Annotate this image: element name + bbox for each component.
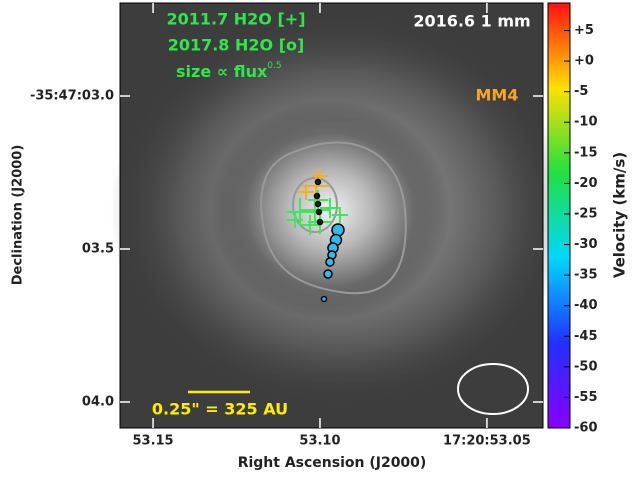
- maser-circle: [321, 297, 326, 302]
- chart: 2011.7 H2O [+] 2017.8 H2O [o] size ∝ flu…: [0, 0, 632, 474]
- colorbar-tick-label: -55: [574, 390, 598, 405]
- colorbar-tick-label: -10: [574, 115, 598, 130]
- annotation: 2016.6 1 mm: [413, 12, 530, 31]
- maser-circle: [314, 194, 319, 199]
- colorbar-tick-label: -40: [574, 298, 598, 313]
- y-tick-label: -35:47:03.0: [30, 89, 114, 104]
- x-tick-label: 53.10: [299, 434, 340, 449]
- y-tick-label: 03.5: [82, 242, 114, 257]
- maser-circle: [315, 201, 320, 206]
- colorbar-tick-label: -30: [574, 237, 598, 252]
- maser-circle: [316, 210, 321, 215]
- colorbar-tick-label: -15: [574, 145, 598, 160]
- x-tick-label: 53.15: [132, 434, 173, 449]
- colorbar-tick-label: -60: [574, 421, 598, 436]
- colorbar-tick-label: -45: [574, 329, 598, 344]
- maser-circle: [315, 179, 320, 184]
- colorbar: [548, 3, 570, 428]
- annotation: 2011.7 H2O [+]: [166, 10, 305, 29]
- colorbar-label: Velocity (km/s): [611, 152, 629, 278]
- colorbar-tick-label: +0: [574, 54, 594, 69]
- maser-circle: [326, 258, 334, 266]
- colorbar-tick-label: -35: [574, 268, 598, 283]
- annotation: size ∝ flux: [176, 62, 268, 81]
- x-tick-label: 17:20:53.05: [443, 434, 531, 449]
- annotation: size ∝ flux0.5: [176, 61, 282, 81]
- colorbar-tick-label: +5: [574, 23, 594, 38]
- maser-circle: [324, 270, 332, 278]
- colorbar-tick-label: -5: [574, 84, 588, 99]
- annotation: 0.25" = 325 AU: [152, 400, 288, 419]
- y-tick-label: 04.0: [82, 394, 114, 409]
- colorbar-tick-label: -25: [574, 206, 598, 221]
- x-axis-label: Right Ascension (J2000): [238, 455, 427, 471]
- colorbar-tick-label: -50: [574, 359, 598, 374]
- annotation: 2017.8 H2O [o]: [168, 36, 305, 55]
- y-axis-label: Declination (J2000): [11, 145, 26, 286]
- annotation: 0.5: [267, 61, 281, 71]
- colorbar-tick-label: -20: [574, 176, 598, 191]
- annotation: MM4: [476, 86, 519, 105]
- maser-circle: [317, 220, 322, 225]
